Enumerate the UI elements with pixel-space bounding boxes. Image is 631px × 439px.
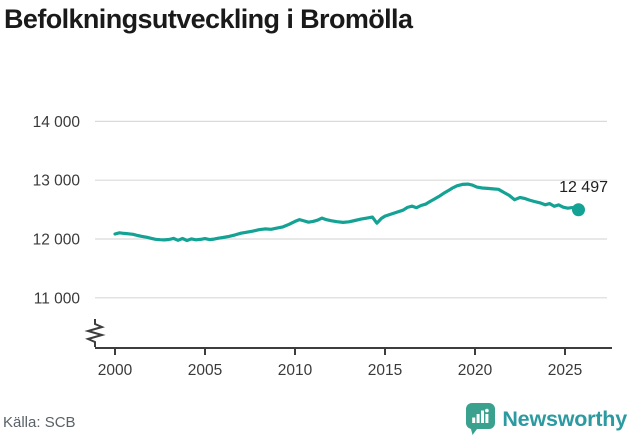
newsworthy-logo[interactable]: Newsworthy: [466, 403, 627, 435]
logo-exclamation-bar: [485, 414, 489, 423]
logo-bar-medium: [476, 414, 480, 423]
population-line: [113, 182, 581, 243]
y-tick-label: 13 000: [33, 173, 81, 190]
logo-exclamation-dot: [485, 408, 490, 413]
x-tick-label: 2005: [188, 362, 222, 379]
logo-bar-large: [481, 410, 485, 423]
newsworthy-logo-text: Newsworthy: [502, 406, 627, 431]
y-tick-label: 12 000: [33, 232, 81, 249]
source-label: Källa: SCB: [3, 414, 76, 431]
page-title: Befolkningsutveckling i Bromölla: [4, 4, 413, 34]
axis-break-icon: [84, 319, 106, 347]
y-tick-label: 14 000: [33, 114, 81, 131]
latest-point-marker: [572, 203, 585, 217]
latest-value-label: 12 497: [559, 179, 608, 196]
x-tick-label: 2010: [278, 362, 313, 379]
x-tick-label: 2020: [458, 362, 493, 379]
newsworthy-logo-icon: [466, 403, 496, 435]
y-tick-label: 11 000: [34, 290, 81, 307]
footer: Källa: SCB Newsworthy: [0, 403, 631, 439]
x-tick-label: 2015: [368, 362, 402, 379]
x-tick-label: 2000: [98, 362, 133, 379]
x-tick-label: 2025: [548, 362, 582, 379]
logo-bar-small: [472, 417, 476, 423]
